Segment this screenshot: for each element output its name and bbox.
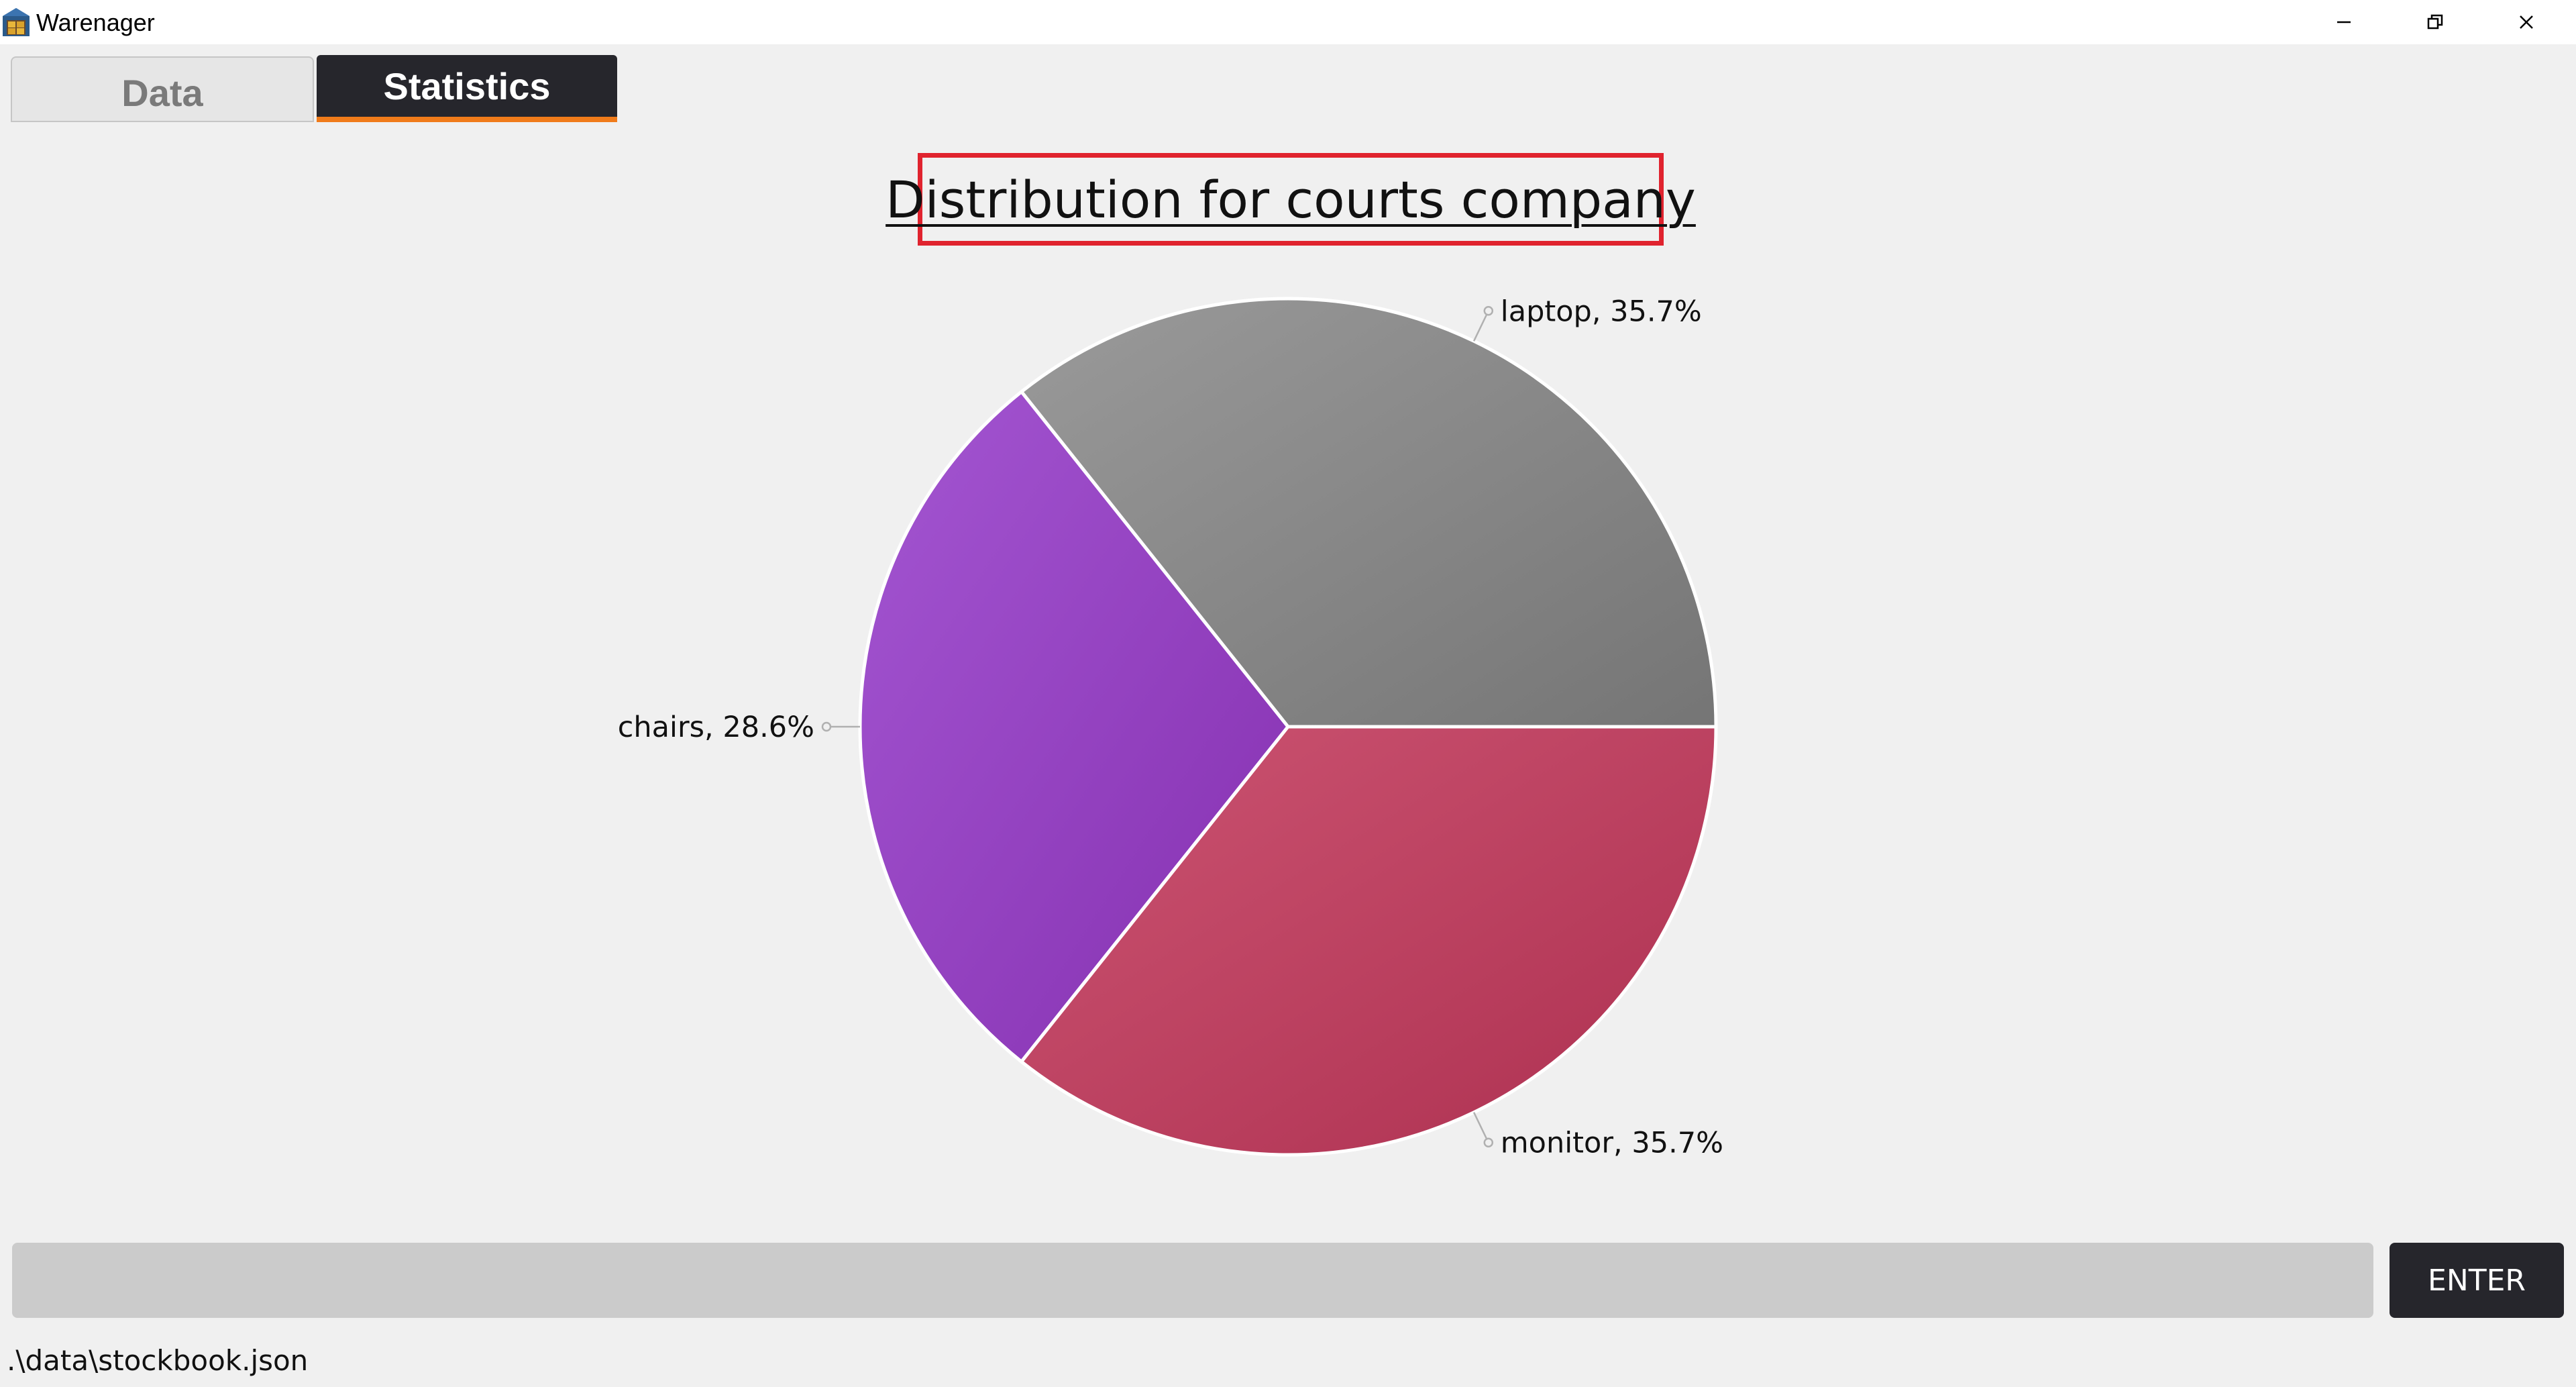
data-file-path: .\data\stockbook.json	[7, 1344, 309, 1377]
chart-title: Distribution for courts company	[885, 169, 1696, 229]
close-button[interactable]	[2481, 0, 2572, 44]
restore-button[interactable]	[2390, 0, 2481, 44]
pie-label-chairs: chairs, 28.6%	[618, 711, 814, 744]
close-icon	[2520, 15, 2533, 29]
window-title: Warenager	[36, 9, 155, 36]
enter-button[interactable]: ENTER	[2390, 1243, 2564, 1318]
pie-label-monitor: monitor, 35.7%	[1501, 1127, 1723, 1160]
pie-slice-chairs	[858, 389, 1291, 1064]
minimize-button[interactable]	[2298, 0, 2390, 44]
pie-leader-dot-laptop	[1483, 306, 1494, 316]
title-bar: Warenager	[0, 0, 2576, 44]
restore-icon	[2427, 14, 2443, 30]
pie-leader-dot-monitor	[1483, 1137, 1494, 1147]
pie-leader-monitor	[1472, 1112, 1489, 1143]
tab-data[interactable]: Data	[11, 56, 314, 122]
pie-leader-laptop	[1472, 310, 1489, 342]
minimize-icon	[2337, 21, 2351, 23]
warehouse-app-icon	[3, 8, 30, 36]
chart-title-highlight: Distribution for courts company	[885, 153, 1696, 246]
tab-statistics[interactable]: Statistics	[317, 55, 617, 117]
pie-leader-dot-chairs	[821, 721, 832, 732]
active-tab-indicator	[317, 117, 617, 122]
pie-label-laptop: laptop, 35.7%	[1501, 295, 1702, 328]
command-input[interactable]	[12, 1243, 2373, 1318]
